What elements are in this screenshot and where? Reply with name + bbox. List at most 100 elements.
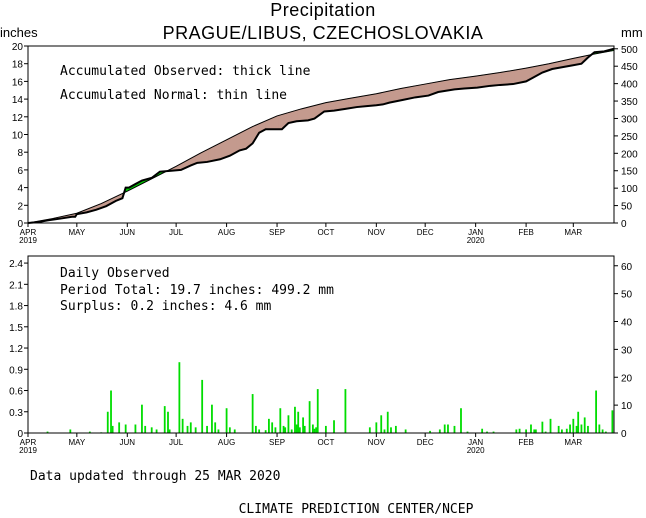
y-tick-label-right: 100	[621, 184, 638, 195]
y-tick-label-right: 500	[621, 45, 638, 56]
daily-bar	[544, 431, 547, 433]
y-tick-label-left: 0	[17, 219, 23, 230]
daily-bar	[541, 421, 544, 433]
surplus-text: Surplus: 0.2 inches: 4.6 mm	[60, 299, 271, 314]
daily-title: Daily Observed	[60, 266, 170, 281]
month-label: OCT	[317, 438, 334, 447]
daily-bar	[380, 415, 383, 433]
month-label: FEB	[518, 228, 534, 237]
unit-left-label: inches	[0, 25, 38, 40]
updated-text: Data updated through 25 MAR 2020	[30, 469, 280, 484]
y-tick-label-right: 200	[621, 149, 638, 160]
daily-bar	[313, 428, 316, 433]
daily-bar	[404, 429, 407, 433]
daily-bar	[303, 425, 306, 433]
y-tick-label-right: 20	[621, 373, 633, 384]
daily-bar	[155, 429, 158, 433]
daily-bar	[525, 429, 527, 433]
accumulated-axes: 0246810121416182005010015020025030035040…	[12, 42, 638, 245]
daily-bar	[481, 428, 484, 433]
y-tick-label-right: 350	[621, 97, 638, 108]
daily-bar	[534, 429, 537, 433]
daily-bar	[287, 415, 290, 433]
daily-bar	[315, 427, 318, 433]
daily-bar	[429, 430, 431, 433]
daily-bar	[189, 422, 192, 433]
daily-bar	[375, 422, 378, 433]
daily-bar	[587, 425, 589, 433]
year-label: 2020	[467, 236, 485, 245]
daily-bar	[264, 430, 267, 433]
y-tick-label-right: 50	[621, 290, 633, 301]
month-label: JAN	[468, 228, 483, 237]
daily-bar	[533, 429, 536, 433]
daily-bar	[295, 424, 298, 433]
month-label: JUL	[169, 228, 184, 237]
month-label: JAN	[468, 438, 483, 447]
daily-bar	[279, 408, 282, 433]
daily-bar	[46, 431, 49, 433]
daily-bar	[447, 424, 449, 433]
daily-panel: 0 0.3 0.6 0.9 1.2 1.5 1.8 2.1 2.4 0 10 20 30 40 50 60 AP…	[9, 255, 633, 455]
daily-bar	[565, 428, 568, 433]
month-label: NOV	[368, 438, 386, 447]
month-label: APR	[20, 228, 37, 237]
y-tick-label-left: 2.4	[9, 259, 23, 270]
daily-bar	[167, 411, 169, 433]
y-tick-label-right: 60	[621, 262, 633, 273]
y-tick-label-right: 40	[621, 318, 633, 329]
daily-bar	[569, 424, 571, 433]
daily-bar	[598, 424, 601, 433]
daily-bars	[46, 362, 614, 433]
chart-title: Precipitation	[270, 0, 376, 20]
unit-right-label: mm	[621, 25, 643, 40]
y-tick-label-left: 0.3	[9, 408, 23, 419]
daily-bar	[211, 404, 213, 433]
daily-bar	[561, 429, 563, 433]
y-tick-label-left: 20	[12, 42, 24, 53]
daily-bar	[316, 389, 319, 433]
month-label: SEP	[269, 228, 285, 237]
daily-bar	[106, 411, 109, 433]
month-label: AUG	[218, 228, 235, 237]
month-label: MAY	[68, 438, 85, 447]
month-label: JUL	[169, 438, 184, 447]
year-label: 2019	[19, 236, 37, 245]
daily-bar	[144, 425, 147, 433]
daily-bar	[118, 422, 121, 433]
daily-bar	[580, 424, 583, 433]
daily-bar	[233, 429, 236, 433]
daily-bar	[251, 394, 254, 433]
daily-bar	[492, 431, 495, 433]
daily-bar	[168, 429, 171, 433]
daily-bar	[290, 429, 293, 433]
y-tick-label-left: 1.5	[9, 323, 23, 334]
accumulated-panel: 0246810121416182005010015020025030035040…	[12, 42, 638, 245]
y-tick-label-left: 14	[12, 95, 24, 106]
daily-bar	[141, 404, 143, 433]
daily-bar	[225, 408, 228, 433]
daily-bar	[134, 424, 137, 433]
y-tick-label-right: 450	[621, 62, 638, 73]
month-label: MAR	[564, 228, 582, 237]
daily-bar	[601, 429, 604, 433]
year-label: 2019	[19, 446, 37, 455]
y-tick-label-right: 0	[621, 219, 627, 230]
daily-bar	[549, 418, 552, 433]
month-label: AUG	[218, 438, 235, 447]
daily-bar	[181, 418, 184, 433]
daily-bar	[383, 429, 386, 433]
daily-bar	[284, 427, 287, 433]
daily-bar	[186, 425, 189, 433]
y-tick-label-left: 0.6	[9, 387, 23, 398]
y-tick-label-left: 4	[17, 184, 23, 195]
daily-bar	[201, 379, 204, 433]
daily-bar	[124, 424, 127, 433]
daily-bar	[611, 410, 614, 433]
daily-bar	[298, 427, 301, 433]
accumulated-normal-line	[27, 49, 615, 224]
daily-bar	[368, 427, 371, 433]
y-tick-label-left: 18	[12, 60, 24, 71]
daily-bar	[297, 411, 300, 433]
y-tick-label-right: 0	[621, 429, 627, 440]
